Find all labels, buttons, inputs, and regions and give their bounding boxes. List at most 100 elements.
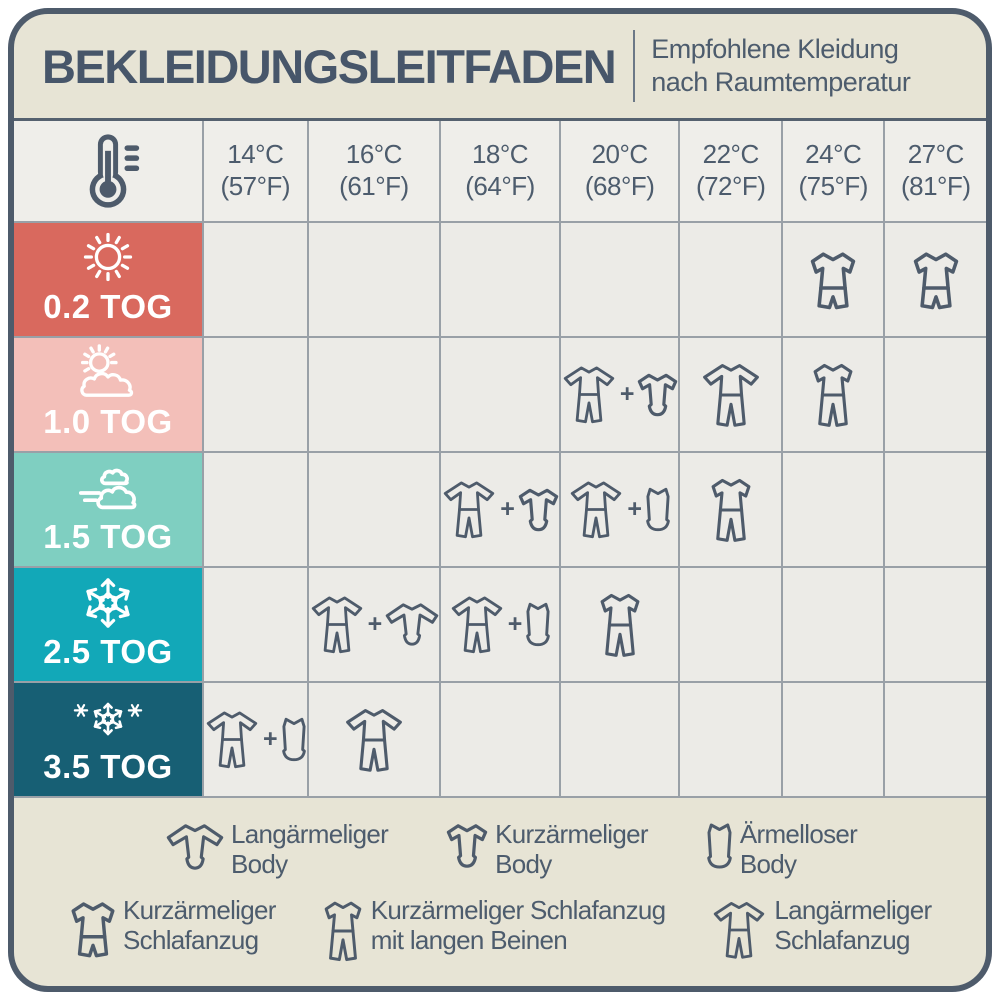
header-divider [633, 30, 636, 102]
legend-label-line: Kurzärmeliger Schlafanzug [370, 894, 666, 925]
legend-item: Langärmeliger Body [166, 819, 389, 880]
pajama-short-shorts-icon [809, 248, 857, 312]
legend-item: Kurzärmeliger Schlafanzug mit langen Bein… [322, 894, 666, 964]
legend-row-1: Langärmeliger Body Kurzärmeliger Body Ärmell… [166, 819, 986, 880]
body-long-icon [166, 822, 224, 872]
clothing-cell-0.2-24°C [782, 223, 884, 336]
legend-label: Ärmelloser Body [739, 819, 858, 880]
clothing-cell-3.5-18°C [441, 683, 559, 796]
clothing-cell-0.2-16°C [308, 223, 440, 336]
legend-label-line: Schlafanzug [774, 924, 910, 955]
legend: Langärmeliger Body Kurzärmeliger Body Ärmell… [14, 798, 986, 964]
body-sleeveless-icon [645, 486, 671, 533]
temp-header-14°C: 14°C (57°F) [204, 121, 307, 221]
legend-item: Langärmeliger Schlafanzug [711, 894, 932, 962]
temp-header-18°C: 18°C (64°F) [441, 121, 559, 221]
temperature-clothing-table: 14°C (57°F) 16°C (61°F) 18°C (64°F) 20°C (68°F)… [14, 118, 986, 798]
clothing-cell-1.0-16°C [308, 338, 440, 451]
clothing-cell-0.2-22°C [680, 223, 781, 336]
thermometer-icon [64, 127, 152, 215]
snowflakes-icon [70, 692, 146, 746]
clothing-cell-1.0-24°C [782, 338, 884, 451]
legend-label: Langärmeliger Body [231, 819, 389, 880]
plus-sign: + [627, 495, 642, 523]
clothing-cell-3.5-20°C [560, 683, 679, 796]
pajama-long-icon [568, 478, 624, 541]
legend-row-2: Kurzärmeliger Schlafanzug Kurzärmeliger Sc… [70, 894, 986, 964]
pajama-short-long-icon [322, 898, 364, 964]
clothing-cell-1.0-20°C: + [560, 338, 679, 451]
card-header: BEKLEIDUNGSLEITFADEN Empfohlene Kleidung… [14, 14, 986, 118]
clothing-cell-1.5-18°C: + [441, 453, 559, 566]
legend-label: Kurzärmeliger Schlafanzug mit langen Bein… [370, 894, 666, 956]
pajama-long-icon [441, 478, 497, 541]
temp-fahrenheit: (81°F) [900, 171, 971, 201]
body-short-icon [518, 487, 559, 533]
pajama-long-icon [343, 705, 405, 775]
legend-item: Kurzärmeliger Body [446, 819, 649, 880]
tog-label: 1.0 TOG [43, 403, 173, 440]
page-title: BEKLEIDUNGSLEITFADEN [42, 39, 617, 93]
pajama-short-long-icon [598, 590, 642, 660]
clothing-cell-0.2-14°C [204, 223, 307, 336]
temp-celsius: 16°C [345, 139, 403, 170]
clothing-cell-1.5-22°C [680, 453, 781, 566]
legend-label: Langärmeliger Schlafanzug [774, 894, 932, 956]
legend-label-line: Schlafanzug [123, 924, 259, 955]
clothing-cell-1.0-14°C [204, 338, 307, 451]
clothing-cell-0.2-20°C [560, 223, 679, 336]
plus-sign: + [263, 725, 278, 753]
pajama-short-shorts-icon [70, 898, 116, 960]
legend-item: Ärmelloser Body [706, 819, 858, 880]
body-short-icon [637, 372, 678, 418]
subtitle-line-1: Empfohlene Kleidung [651, 34, 899, 65]
temp-fahrenheit: (57°F) [220, 171, 291, 201]
legend-label: Kurzärmeliger Body [495, 819, 648, 880]
clothing-cell-0.2-18°C [441, 223, 559, 336]
body-sleeveless-icon [281, 716, 307, 763]
tog-row-label-1.5-tog: 1.5 TOG [14, 453, 202, 566]
temp-fahrenheit: (68°F) [584, 171, 655, 201]
temp-fahrenheit: (61°F) [339, 171, 409, 201]
temp-celsius: 27°C [907, 139, 965, 170]
tog-label: 3.5 TOG [43, 748, 173, 785]
temp-header-20°C: 20°C (68°F) [560, 121, 679, 221]
temp-header-22°C: 22°C (72°F) [680, 121, 781, 221]
sun-cloud-icon [74, 343, 142, 401]
temp-celsius: 24°C [805, 139, 862, 170]
clothing-cell-0.2-27°C [885, 223, 986, 336]
clothing-cell-1.5-27°C [885, 453, 986, 566]
clothing-cell-2.5-16°C: + [308, 568, 440, 681]
clothing-cell-3.5-27°C [885, 683, 986, 796]
tog-label: 1.5 TOG [43, 518, 173, 555]
clothing-cell-2.5-18°C: + [441, 568, 559, 681]
clothing-cell-3.5-22°C [680, 683, 781, 796]
legend-label-line: Body [739, 848, 797, 879]
wind-cloud-icon [76, 462, 140, 516]
pajama-short-long-icon [709, 475, 753, 545]
clothing-cell-1.0-18°C [441, 338, 559, 451]
body-short-icon [446, 822, 488, 870]
body-sleeveless-icon [706, 822, 733, 870]
clothing-cell-2.5-22°C [680, 568, 781, 681]
legend-item: Kurzärmeliger Schlafanzug [70, 895, 276, 960]
temp-fahrenheit: (75°F) [798, 171, 868, 201]
sun-icon [79, 228, 137, 286]
clothing-cell-1.0-22°C [680, 338, 781, 451]
tog-row-label-1.0-tog: 1.0 TOG [14, 338, 202, 451]
legend-label-line: Ärmelloser [739, 819, 858, 849]
clothing-guide-card: BEKLEIDUNGSLEITFADEN Empfohlene Kleidung… [8, 8, 992, 992]
plus-sign: + [500, 495, 515, 523]
header-subtitle: Empfohlene Kleidung nach Raumtemperatur [651, 33, 911, 99]
tog-row-label-2.5-tog: 2.5 TOG [14, 568, 202, 681]
body-sleeveless-icon [525, 601, 551, 648]
clothing-cell-1.0-27°C [885, 338, 986, 451]
tog-row-label-0.2-tog: 0.2 TOG [14, 223, 202, 336]
legend-label-line: Langärmeliger [774, 894, 932, 925]
pajama-long-icon [700, 360, 762, 430]
snowflake-icon [80, 575, 136, 631]
temp-fahrenheit: (64°F) [465, 171, 535, 201]
plus-sign: + [507, 610, 523, 638]
legend-label-line: mit langen Beinen [370, 924, 568, 955]
